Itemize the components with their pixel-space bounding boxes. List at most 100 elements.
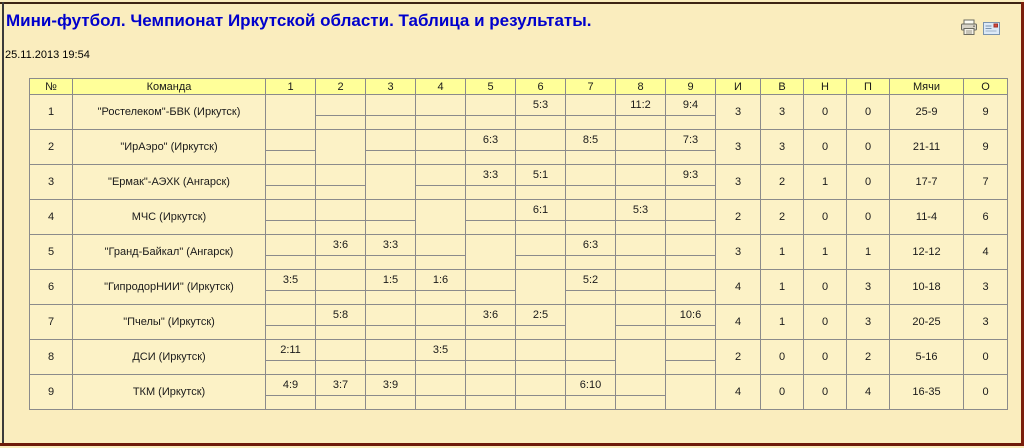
result-subcell — [315, 395, 366, 410]
result-subcell — [515, 255, 566, 270]
result-cell: 3:6 — [315, 234, 366, 256]
result-cell — [615, 374, 666, 396]
result-subcell — [665, 325, 716, 340]
stat-goals: 17-7 — [889, 164, 964, 200]
stat-goals: 10-18 — [889, 269, 964, 305]
result-subcell — [615, 115, 666, 130]
team-name-cell: "Ермак"-АЭХК (Ангарск) — [72, 164, 266, 200]
result-cell — [515, 234, 566, 256]
stat-played: 4 — [715, 374, 761, 410]
result-subcell — [565, 360, 616, 375]
result-cell: 1:6 — [415, 269, 466, 291]
result-cell: 3:7 — [315, 374, 366, 396]
result-subcell — [665, 220, 716, 235]
result-subcell — [515, 185, 566, 200]
col-header-played: И — [715, 78, 761, 95]
result-subcell — [265, 360, 316, 375]
result-cell — [415, 129, 466, 151]
result-cell: 6:1 — [515, 199, 566, 221]
stat-draws: 1 — [803, 234, 847, 270]
result-cell: 2:5 — [515, 304, 566, 326]
team-number: 2 — [29, 129, 73, 165]
result-cell — [265, 164, 316, 186]
result-subcell — [365, 290, 416, 305]
stat-losses: 3 — [846, 304, 890, 340]
result-subcell — [615, 255, 666, 270]
result-cell — [365, 339, 416, 361]
result-cell — [365, 199, 416, 221]
result-cell — [315, 269, 366, 291]
result-subcell — [365, 150, 416, 165]
result-subcell — [665, 255, 716, 270]
result-cell — [315, 94, 366, 116]
col-header-round-2: 2 — [315, 78, 366, 95]
stat-goals: 20-25 — [889, 304, 964, 340]
result-subcell — [415, 255, 466, 270]
result-subcell — [365, 395, 416, 410]
result-subcell — [315, 290, 366, 305]
stat-wins: 1 — [760, 304, 804, 340]
stat-goals: 12-12 — [889, 234, 964, 270]
result-subcell — [665, 290, 716, 305]
result-cell: 5:2 — [565, 269, 616, 291]
stat-losses: 1 — [846, 234, 890, 270]
result-cell: 5:3 — [515, 94, 566, 116]
stat-losses: 3 — [846, 269, 890, 305]
col-header-round-8: 8 — [615, 78, 666, 95]
result-subcell — [465, 115, 516, 130]
result-cell — [565, 164, 616, 186]
team-name-cell: "Гранд-Байкал" (Ангарск) — [72, 234, 266, 270]
diagonal-cell — [515, 269, 566, 305]
result-cell: 5:3 — [615, 199, 666, 221]
result-cell — [365, 304, 416, 326]
stat-points: 7 — [963, 164, 1008, 200]
diagonal-cell — [615, 339, 666, 375]
stat-points: 0 — [963, 374, 1008, 410]
result-cell — [365, 94, 416, 116]
stat-draws: 0 — [803, 129, 847, 165]
team-name-cell: ТКМ (Иркутск) — [72, 374, 266, 410]
result-subcell — [515, 115, 566, 130]
col-header-round-5: 5 — [465, 78, 516, 95]
col-header-round-6: 6 — [515, 78, 566, 95]
result-cell — [265, 199, 316, 221]
stat-draws: 0 — [803, 304, 847, 340]
stat-draws: 1 — [803, 164, 847, 200]
page-frame-left — [2, 2, 4, 445]
result-subcell — [515, 360, 566, 375]
stat-points: 0 — [963, 339, 1008, 375]
result-subcell — [265, 395, 316, 410]
result-cell — [665, 269, 716, 291]
result-subcell — [265, 255, 316, 270]
result-cell: 8:5 — [565, 129, 616, 151]
result-subcell — [415, 115, 466, 130]
result-cell: 10:6 — [665, 304, 716, 326]
stat-draws: 0 — [803, 199, 847, 235]
result-subcell — [465, 325, 516, 340]
result-cell — [565, 199, 616, 221]
col-header-points: О — [963, 78, 1008, 95]
result-cell — [415, 374, 466, 396]
result-subcell — [315, 325, 366, 340]
col-header-draws: Н — [803, 78, 847, 95]
team-number: 1 — [29, 94, 73, 130]
stat-draws: 0 — [803, 269, 847, 305]
team-number: 8 — [29, 339, 73, 375]
result-cell — [615, 304, 666, 326]
result-subcell — [315, 360, 366, 375]
result-subcell — [565, 150, 616, 165]
print-icon[interactable] — [960, 19, 978, 41]
stat-wins: 1 — [760, 269, 804, 305]
result-cell — [465, 339, 516, 361]
page-frame-right — [1021, 2, 1024, 446]
stat-goals: 5-16 — [889, 339, 964, 375]
result-cell: 3:9 — [365, 374, 416, 396]
stat-losses: 2 — [846, 339, 890, 375]
result-subcell — [265, 290, 316, 305]
result-subcell — [615, 220, 666, 235]
result-cell: 6:3 — [465, 129, 516, 151]
stat-losses: 0 — [846, 164, 890, 200]
email-icon[interactable] — [983, 22, 1000, 40]
result-subcell — [365, 115, 416, 130]
result-subcell — [365, 255, 416, 270]
